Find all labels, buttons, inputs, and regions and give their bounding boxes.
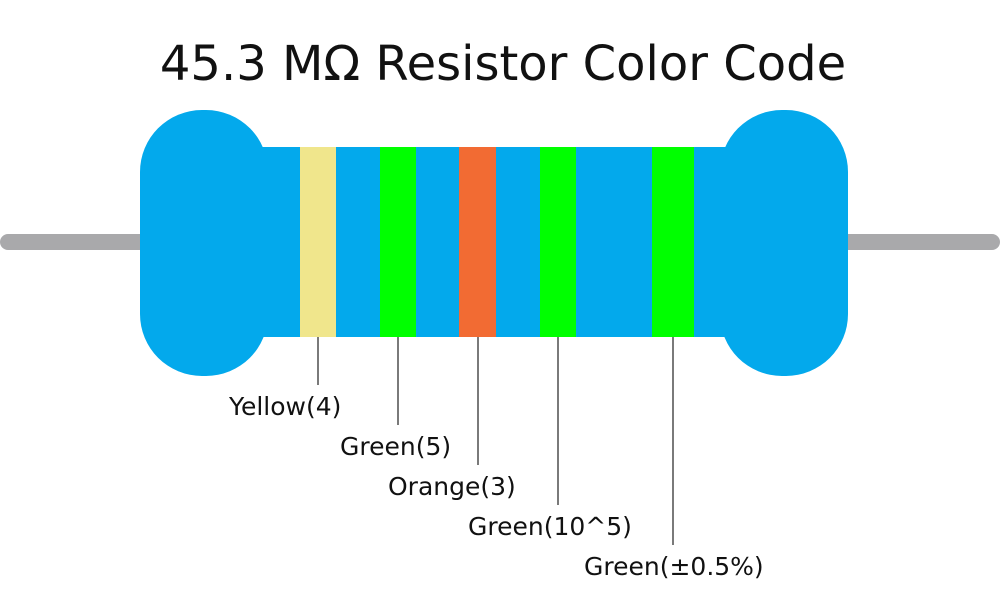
band [380, 147, 416, 337]
band [652, 147, 694, 337]
band-label: Yellow(4) [228, 392, 341, 421]
band-label: Green(±0.5%) [584, 552, 764, 581]
band-label: Orange(3) [388, 472, 516, 501]
left-cap [140, 110, 268, 376]
title: 45.3 MΩ Resistor Color Code [160, 36, 846, 92]
band-label: Green(10^5) [468, 512, 632, 541]
band [459, 147, 496, 337]
band [540, 147, 576, 337]
band [300, 147, 336, 337]
band-label: Green(5) [340, 432, 451, 461]
right-cap [720, 110, 848, 376]
